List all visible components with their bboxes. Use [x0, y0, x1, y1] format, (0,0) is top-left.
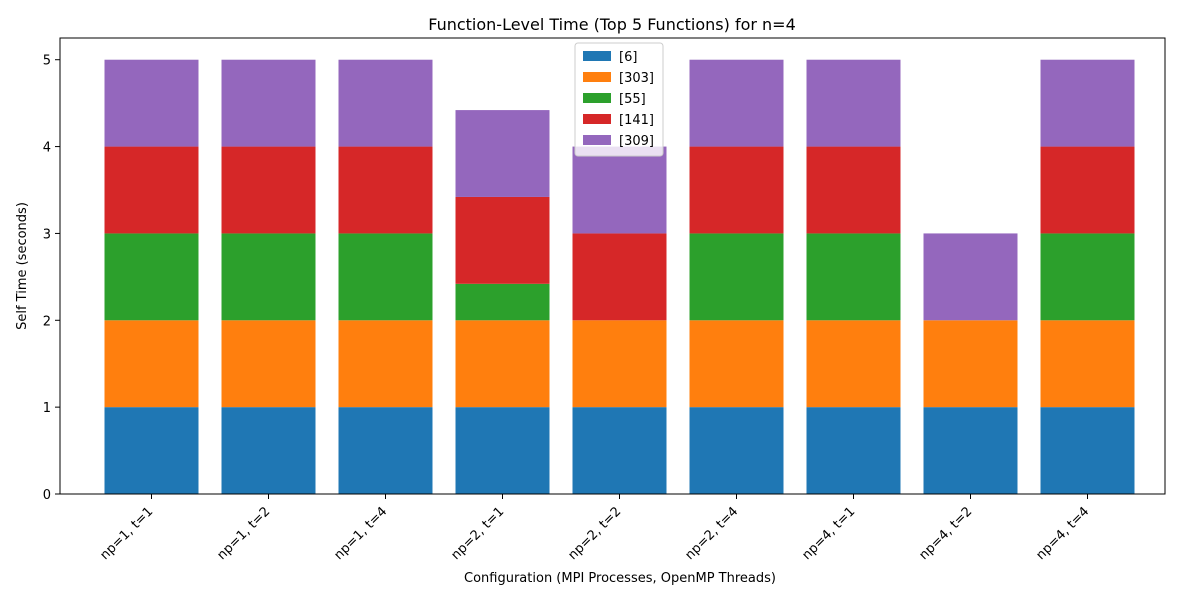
bar-segment-5-cat-5	[572, 146, 667, 234]
bar-segment-1-cat-8	[923, 407, 1018, 494]
bar-segment-1-cat-6	[689, 407, 784, 494]
legend-label: [55]	[619, 92, 646, 107]
bar-segment-1-cat-2	[221, 407, 316, 494]
bar-segment-5-cat-2	[221, 59, 316, 147]
y-tick-label: 3	[43, 227, 51, 242]
bar-segment-3-cat-7	[806, 233, 901, 321]
x-axis-label: Configuration (MPI Processes, OpenMP Thr…	[464, 571, 776, 586]
x-tick-label: np=1, t=2	[215, 504, 274, 563]
x-tick-label: np=4, t=4	[1034, 504, 1093, 563]
bar-segment-3-cat-3	[338, 233, 433, 321]
bar-segment-2-cat-8	[923, 320, 1018, 408]
bar-segment-2-cat-4	[455, 320, 550, 408]
legend-swatch	[583, 135, 611, 145]
x-tick-label: np=2, t=2	[566, 504, 625, 563]
x-tick-label: np=1, t=4	[332, 504, 391, 563]
chart-title: Function-Level Time (Top 5 Functions) fo…	[428, 15, 796, 34]
bar-segment-2-cat-1	[104, 320, 199, 408]
y-tick-label: 5	[43, 54, 51, 69]
legend-swatch	[583, 51, 611, 61]
bar-segment-5-cat-1	[104, 59, 199, 147]
bar-segment-1-cat-1	[104, 407, 199, 494]
bar-segment-2-cat-2	[221, 320, 316, 408]
x-tick-label: np=2, t=1	[449, 504, 508, 563]
bar-segment-2-cat-6	[689, 320, 784, 408]
x-tick-label: np=2, t=4	[683, 504, 742, 563]
bar-segment-1-cat-9	[1040, 407, 1135, 494]
y-axis-label: Self Time (seconds)	[15, 202, 30, 330]
bar-segment-2-cat-3	[338, 320, 433, 408]
x-tick-label: np=1, t=1	[98, 504, 157, 563]
x-axis-ticks: np=1, t=1 np=1, t=2 np=1, t=4 np=2, t=1 np=2…	[98, 494, 1093, 563]
y-tick-label: 2	[43, 314, 51, 329]
bar-segment-4-cat-5	[572, 233, 667, 321]
bar-segment-3-cat-1	[104, 233, 199, 321]
legend-box	[574, 42, 664, 157]
bar-segment-1-cat-5	[572, 407, 667, 494]
bar-segment-4-cat-2	[221, 146, 316, 234]
x-tick-label: np=4, t=2	[917, 504, 976, 563]
y-tick-label: 1	[43, 401, 51, 416]
bar-segment-5-cat-9	[1040, 59, 1135, 147]
bar-segment-1-cat-4	[455, 407, 550, 494]
y-axis-ticks: 0 1 2 3 4 5	[43, 54, 60, 503]
legend-label: [303]	[619, 71, 654, 86]
bar-segment-5-cat-8	[923, 233, 1018, 321]
bar-segment-1-cat-3	[338, 407, 433, 494]
bar-segment-2-cat-7	[806, 320, 901, 408]
legend-swatch	[583, 114, 611, 124]
bar-segment-4-cat-9	[1040, 146, 1135, 234]
y-tick-label: 4	[43, 141, 51, 156]
legend-label: [6]	[619, 50, 637, 65]
bar-segment-3-cat-2	[221, 233, 316, 321]
bar-segment-1-cat-7	[806, 407, 901, 494]
bar-segment-3-cat-4	[455, 283, 550, 321]
y-tick-label: 0	[43, 488, 51, 503]
bar-segment-5-cat-7	[806, 59, 901, 147]
bar-segment-2-cat-9	[1040, 320, 1135, 408]
plot-frame	[59, 37, 1166, 495]
bars-group	[104, 59, 1135, 494]
x-tick-label: np=4, t=1	[800, 504, 859, 563]
legend-swatch	[583, 72, 611, 82]
bar-segment-5-cat-3	[338, 59, 433, 147]
legend: [6] [303] [55] [141] [309]	[574, 42, 664, 157]
bar-segment-3-cat-9	[1040, 233, 1135, 321]
bar-segment-4-cat-4	[455, 196, 550, 284]
legend-label: [309]	[619, 134, 654, 149]
legend-swatch	[583, 93, 611, 103]
bar-segment-4-cat-7	[806, 146, 901, 234]
bar-segment-4-cat-1	[104, 146, 199, 234]
legend-label: [141]	[619, 113, 654, 128]
bar-segment-4-cat-6	[689, 146, 784, 234]
bar-segment-3-cat-6	[689, 233, 784, 321]
bar-segment-5-cat-4	[455, 110, 550, 197]
bar-segment-2-cat-5	[572, 320, 667, 408]
bar-segment-4-cat-3	[338, 146, 433, 234]
bar-segment-5-cat-6	[689, 59, 784, 147]
